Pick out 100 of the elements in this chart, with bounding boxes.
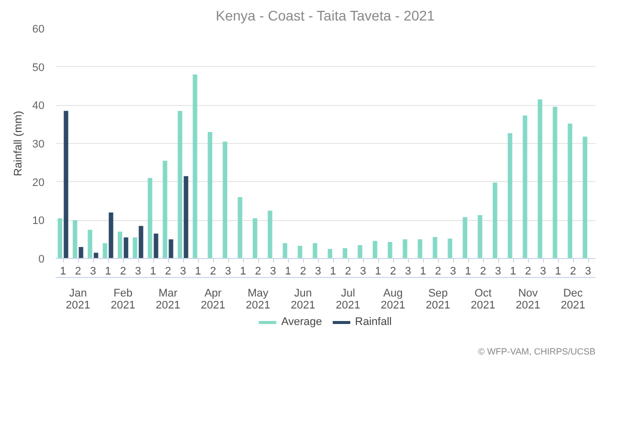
x-tick-label: 3 [270,266,276,278]
bar [72,220,78,258]
x-tick-label: 1 [60,266,66,278]
y-axis-title: Rainfall (mm) [12,110,24,176]
x-tick-label: 1 [554,266,562,278]
x-tick-label: 2 [120,266,126,278]
bar [138,226,144,258]
bar [492,182,498,258]
bar [388,242,392,258]
bar [418,239,422,258]
bar [298,246,302,258]
y-tick-label: 20 [32,176,45,189]
text: May 2021 [246,288,270,312]
x-tick-label: 2 [254,266,262,278]
bar [168,239,174,258]
legend-label: Average [281,316,322,328]
text: Dec 2021 [560,288,586,312]
x-tick-label: 2 [164,266,172,278]
bar [268,210,272,258]
legend-label: Rainfall [355,316,392,328]
text: Oct 2021 [470,288,496,312]
bar [178,110,182,258]
y-tick-label: 50 [32,62,45,74]
y-tick-label: 0 [38,254,45,266]
x-tick-label: 2 [480,266,486,278]
x-tick-label: 3 [494,266,502,278]
x-tick-label: 3 [180,266,186,278]
chart-title: Kenya - Coast - Taita Taveta - 2021 [216,8,435,24]
x-tick-label: 2 [210,266,216,278]
bar [64,110,68,258]
bar [568,124,572,258]
x-tick-label: 1 [464,266,472,278]
x-tick-label: 1 [374,266,382,278]
bar [148,178,152,258]
x-tick-label: 1 [240,266,246,278]
bar [522,116,528,258]
bar [462,217,468,258]
x-tick-label: 1 [330,266,336,278]
text: Jun 2021 [290,288,316,312]
bar [328,248,332,258]
x-tick-label: 3 [450,266,456,278]
x-tick-label: 1 [104,266,112,278]
bar [508,133,512,258]
bar [252,218,258,258]
x-tick-label: 2 [300,266,306,278]
x-tick-label: 1 [150,266,156,278]
bar [402,239,408,258]
bar [478,215,482,258]
x-tick-label: 3 [314,266,322,278]
text: Mar 2021 [156,288,180,312]
bar [552,106,558,258]
text: Sep 2021 [426,288,450,312]
x-tick-label: 2 [570,266,576,278]
text: Nov 2021 [516,288,540,312]
y-tick-label: 60 [32,24,45,36]
bar [538,99,542,258]
x-tick-label: 2 [524,266,532,278]
x-tick-label: 2 [390,266,396,278]
text: Feb 2021 [110,288,136,312]
bar [78,247,84,258]
x-tick-label: 3 [360,266,366,278]
x-tick-label: 2 [74,266,82,278]
x-tick-label: 3 [584,266,592,278]
bar [358,245,362,258]
bar [58,218,62,258]
x-tick-label: 3 [224,266,232,278]
bar [184,176,188,258]
x-tick-label: 1 [510,266,516,278]
bar [208,132,212,258]
bar [448,238,452,258]
bar [132,237,138,258]
x-tick-label: 3 [404,266,412,278]
bar [108,212,114,258]
bar [88,230,92,258]
bar [102,243,108,258]
bar [372,240,378,258]
bar [222,142,228,258]
bar [238,197,242,258]
text: © WFP-VAM, CHIRPS/UCSB [478,346,596,356]
text: Jul 2021 [336,288,360,312]
x-tick-label: 2 [344,266,352,278]
y-tick-label: 30 [32,138,45,150]
y-tick-label: 40 [32,100,45,112]
bar [312,243,318,258]
y-tick-label: 10 [32,215,45,228]
bar [342,248,348,258]
text: Apr 2021 [200,288,226,312]
x-tick-label: 1 [284,266,292,278]
bar [432,237,438,258]
x-tick-label: 1 [420,266,426,278]
bar [118,232,122,258]
bar [282,243,288,258]
text: Aug 2021 [380,288,406,312]
bar [582,136,588,258]
x-tick-label: 1 [194,266,202,278]
bar [154,234,158,258]
x-tick-label: 3 [90,266,96,278]
x-tick-label: 3 [134,266,142,278]
bar [192,74,198,258]
x-tick-label: 3 [540,266,546,278]
